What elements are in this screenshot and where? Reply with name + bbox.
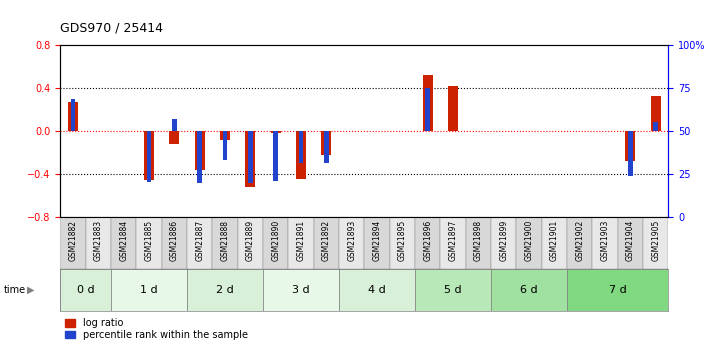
Bar xyxy=(299,131,304,164)
Bar xyxy=(415,269,491,310)
Bar xyxy=(263,217,289,269)
Bar xyxy=(314,217,339,269)
Bar xyxy=(628,131,633,176)
Bar xyxy=(162,217,187,269)
Text: 6 d: 6 d xyxy=(520,285,538,295)
Text: GSM21885: GSM21885 xyxy=(144,220,154,261)
Bar xyxy=(653,122,658,131)
Bar xyxy=(144,131,154,180)
Text: 2 d: 2 d xyxy=(216,285,234,295)
Bar xyxy=(440,217,466,269)
Bar xyxy=(425,88,430,131)
Text: GSM21896: GSM21896 xyxy=(423,220,432,261)
Bar xyxy=(86,217,111,269)
Text: ▶: ▶ xyxy=(27,285,35,295)
Bar xyxy=(321,131,331,155)
Bar xyxy=(169,131,179,144)
Text: GSM21888: GSM21888 xyxy=(220,220,230,261)
Bar xyxy=(68,102,78,131)
Bar xyxy=(618,217,643,269)
Bar xyxy=(213,217,237,269)
Text: GSM21895: GSM21895 xyxy=(398,220,407,261)
Bar xyxy=(643,217,668,269)
Bar xyxy=(248,131,252,183)
Bar xyxy=(466,217,491,269)
Text: GSM21886: GSM21886 xyxy=(170,220,179,261)
Bar xyxy=(60,217,86,269)
Bar xyxy=(146,131,151,182)
Text: 0 d: 0 d xyxy=(77,285,95,295)
Text: GSM21897: GSM21897 xyxy=(449,220,458,261)
Bar xyxy=(567,269,668,310)
Bar xyxy=(172,119,177,131)
Bar xyxy=(263,269,339,310)
Text: 1 d: 1 d xyxy=(140,285,158,295)
Bar xyxy=(187,269,263,310)
Bar xyxy=(491,217,516,269)
Bar xyxy=(516,217,542,269)
Text: GSM21894: GSM21894 xyxy=(373,220,382,261)
Legend: log ratio, percentile rank within the sample: log ratio, percentile rank within the sa… xyxy=(65,318,248,340)
Bar xyxy=(111,217,137,269)
Bar xyxy=(223,131,228,160)
Bar xyxy=(245,131,255,187)
Text: GSM21884: GSM21884 xyxy=(119,220,128,261)
Bar xyxy=(289,217,314,269)
Bar xyxy=(339,217,365,269)
Text: GSM21887: GSM21887 xyxy=(196,220,204,261)
Bar xyxy=(592,217,618,269)
Text: GSM21890: GSM21890 xyxy=(271,220,280,261)
Bar xyxy=(237,217,263,269)
Bar xyxy=(137,217,162,269)
Text: GSM21892: GSM21892 xyxy=(322,220,331,261)
Text: 7 d: 7 d xyxy=(609,285,626,295)
Text: GSM21883: GSM21883 xyxy=(94,220,103,261)
Bar xyxy=(448,86,458,131)
Text: time: time xyxy=(4,285,26,295)
Text: GSM21902: GSM21902 xyxy=(575,220,584,261)
Bar xyxy=(422,75,433,131)
Bar xyxy=(198,131,202,183)
Bar xyxy=(274,131,278,181)
Text: GSM21905: GSM21905 xyxy=(651,220,661,261)
Text: GSM21898: GSM21898 xyxy=(474,220,483,261)
Text: GSM21901: GSM21901 xyxy=(550,220,559,261)
Bar xyxy=(111,269,187,310)
Bar xyxy=(271,131,281,133)
Text: GSM21903: GSM21903 xyxy=(601,220,609,261)
Text: GSM21882: GSM21882 xyxy=(68,220,77,261)
Text: GDS970 / 25414: GDS970 / 25414 xyxy=(60,21,164,34)
Bar xyxy=(415,217,440,269)
Text: GSM21889: GSM21889 xyxy=(246,220,255,261)
Text: 3 d: 3 d xyxy=(292,285,310,295)
Text: GSM21900: GSM21900 xyxy=(525,220,533,261)
Text: GSM21899: GSM21899 xyxy=(499,220,508,261)
Bar xyxy=(625,131,636,161)
Text: GSM21891: GSM21891 xyxy=(296,220,306,261)
Bar xyxy=(567,217,592,269)
Text: GSM21904: GSM21904 xyxy=(626,220,635,261)
Bar xyxy=(339,269,415,310)
Bar xyxy=(195,131,205,170)
Bar xyxy=(542,217,567,269)
Bar xyxy=(491,269,567,310)
Bar xyxy=(187,217,213,269)
Bar xyxy=(60,269,111,310)
Text: GSM21893: GSM21893 xyxy=(347,220,356,261)
Bar xyxy=(71,99,75,131)
Bar xyxy=(390,217,415,269)
Bar xyxy=(364,217,390,269)
Bar xyxy=(651,96,661,131)
Bar xyxy=(324,131,328,164)
Bar xyxy=(296,131,306,179)
Text: 4 d: 4 d xyxy=(368,285,386,295)
Bar xyxy=(220,131,230,140)
Text: 5 d: 5 d xyxy=(444,285,462,295)
